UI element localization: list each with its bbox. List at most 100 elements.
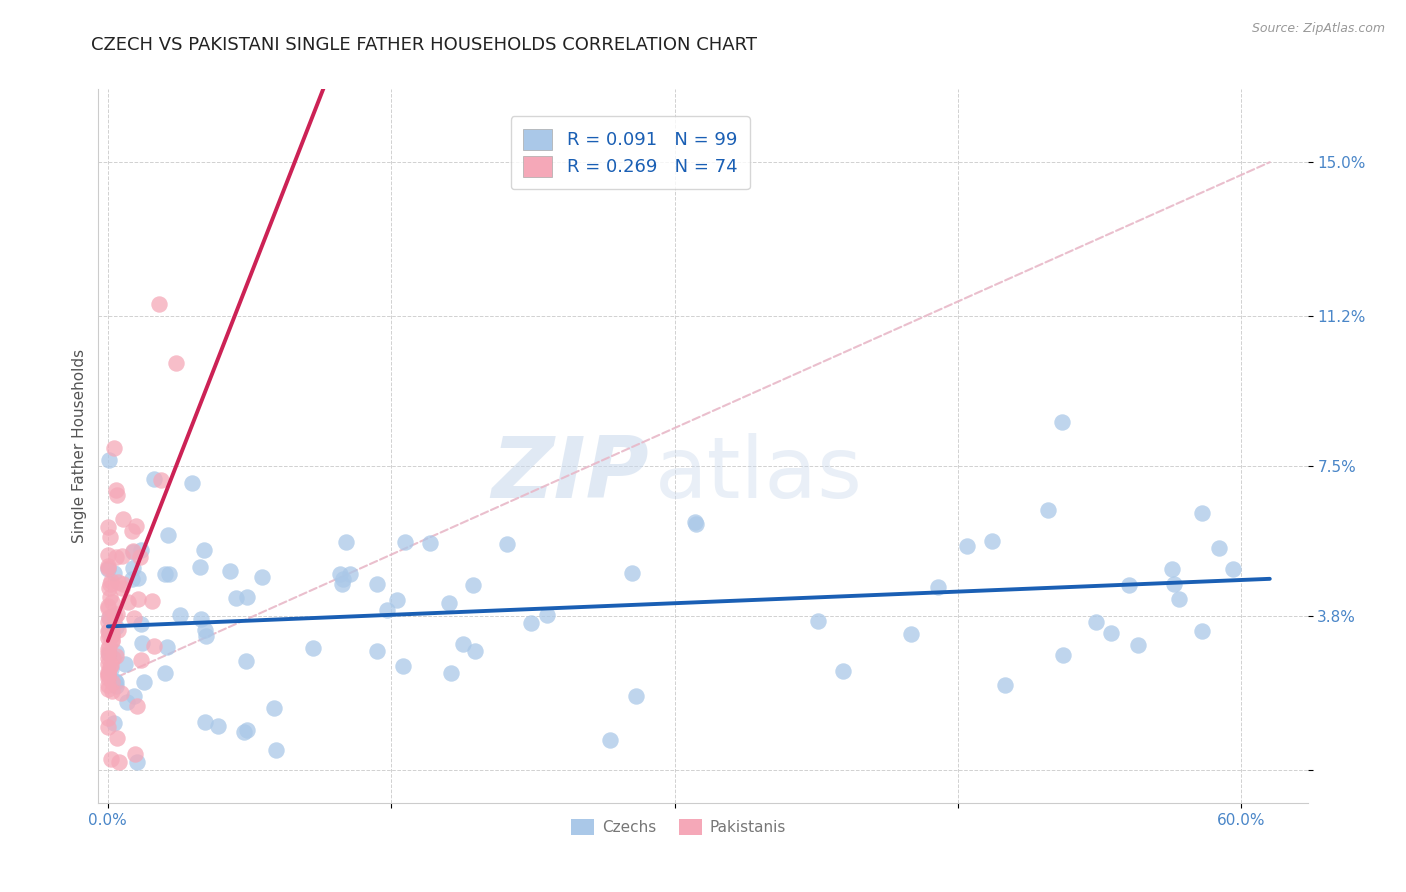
Point [1118, 578, 1140, 592]
Point [98, 624, 121, 638]
Point [624, 690, 647, 704]
Point [107, 623, 129, 637]
Point [97, 559, 120, 574]
Point [97, 671, 120, 685]
Point [98, 648, 121, 662]
Point [536, 608, 558, 623]
Point [153, 566, 176, 581]
Point [107, 756, 129, 770]
Point [103, 608, 125, 623]
Point [101, 628, 124, 642]
Point [129, 542, 152, 557]
Point [97, 582, 120, 596]
Point [1052, 648, 1074, 662]
Point [391, 659, 413, 673]
Point [100, 683, 122, 698]
Point [148, 297, 170, 311]
Point [97, 711, 120, 725]
Point [104, 673, 127, 688]
Point [329, 567, 352, 582]
Point [122, 560, 145, 574]
Point [101, 622, 124, 636]
Point [440, 666, 463, 681]
Point [105, 731, 128, 746]
Point [1163, 576, 1185, 591]
Point [103, 715, 125, 730]
Point [464, 643, 486, 657]
Point [97, 520, 120, 534]
Point [117, 695, 139, 709]
Point [97, 599, 120, 613]
Point [134, 674, 156, 689]
Point [1099, 626, 1122, 640]
Point [207, 719, 229, 733]
Point [1084, 615, 1107, 630]
Point [98, 659, 121, 673]
Point [807, 614, 830, 628]
Point [104, 679, 127, 693]
Point [97, 668, 120, 682]
Point [105, 649, 128, 664]
Point [112, 577, 135, 591]
Point [111, 512, 134, 526]
Point [97, 453, 120, 467]
Point [105, 645, 128, 659]
Point [366, 577, 388, 591]
Point [419, 535, 441, 549]
Point [101, 628, 124, 642]
Point [121, 524, 143, 538]
Point [110, 549, 132, 563]
Point [165, 356, 187, 370]
Point [97, 642, 120, 657]
Point [927, 580, 949, 594]
Point [335, 535, 357, 549]
Point [101, 651, 124, 665]
Point [1160, 562, 1182, 576]
Point [114, 657, 136, 671]
Point [97, 720, 120, 734]
Point [101, 633, 124, 648]
Point [103, 566, 125, 580]
Point [97, 624, 120, 639]
Point [599, 733, 621, 747]
Point [122, 611, 145, 625]
Point [97, 681, 120, 696]
Point [101, 595, 124, 609]
Point [97, 651, 120, 665]
Point [97, 657, 120, 671]
Point [104, 549, 127, 564]
Point [1050, 415, 1073, 429]
Point [121, 573, 143, 587]
Point [621, 566, 644, 581]
Point [375, 602, 398, 616]
Point [993, 678, 1015, 692]
Point [98, 624, 121, 638]
Point [232, 724, 254, 739]
Point [1208, 541, 1230, 555]
Point [100, 633, 122, 648]
Point [219, 565, 242, 579]
Point [107, 575, 129, 590]
Point [97, 562, 120, 576]
Point [142, 639, 165, 653]
Point [129, 617, 152, 632]
Point [266, 743, 288, 757]
Point [1191, 506, 1213, 520]
Point [98, 591, 121, 605]
Point [149, 473, 172, 487]
Point [129, 653, 152, 667]
Point [105, 620, 128, 634]
Point [1191, 624, 1213, 639]
Point [188, 560, 211, 574]
Text: ZIP: ZIP [491, 433, 648, 516]
Point [236, 590, 259, 604]
Point [104, 610, 127, 624]
Point [127, 592, 149, 607]
Point [1168, 592, 1191, 607]
Point [301, 640, 323, 655]
Point [101, 615, 124, 630]
Point [193, 623, 215, 637]
Point [98, 530, 121, 544]
Point [98, 577, 121, 591]
Point [103, 441, 125, 455]
